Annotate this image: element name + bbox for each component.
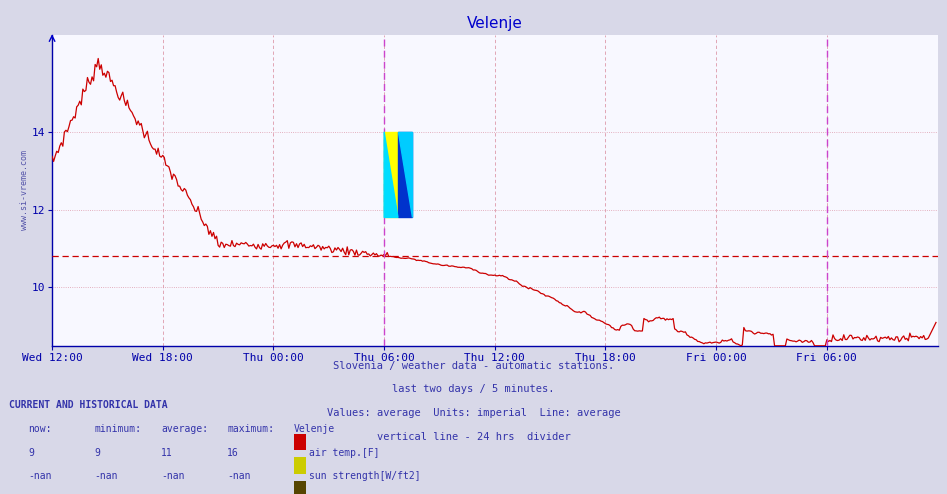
Text: average:: average:	[161, 424, 208, 434]
Text: minimum:: minimum:	[95, 424, 142, 434]
Text: air temp.[F]: air temp.[F]	[309, 448, 379, 457]
Polygon shape	[398, 132, 412, 217]
Text: -nan: -nan	[161, 471, 185, 481]
Y-axis label: www.si-vreme.com: www.si-vreme.com	[20, 150, 28, 230]
Text: 9: 9	[95, 448, 100, 457]
Polygon shape	[384, 132, 398, 217]
Text: Velenje: Velenje	[294, 424, 334, 434]
Text: -nan: -nan	[95, 471, 118, 481]
Bar	[398, 132, 412, 217]
Text: -nan: -nan	[227, 471, 251, 481]
Text: 9: 9	[28, 448, 34, 457]
Bar	[384, 132, 398, 217]
Text: maximum:: maximum:	[227, 424, 275, 434]
Text: Slovenia / weather data - automatic stations.: Slovenia / weather data - automatic stat…	[333, 361, 614, 370]
Text: 16: 16	[227, 448, 239, 457]
Title: Velenje: Velenje	[467, 16, 523, 31]
Text: -nan: -nan	[28, 471, 52, 481]
Text: vertical line - 24 hrs  divider: vertical line - 24 hrs divider	[377, 432, 570, 442]
Text: last two days / 5 minutes.: last two days / 5 minutes.	[392, 384, 555, 394]
Text: Values: average  Units: imperial  Line: average: Values: average Units: imperial Line: av…	[327, 408, 620, 418]
Text: 11: 11	[161, 448, 172, 457]
Text: CURRENT AND HISTORICAL DATA: CURRENT AND HISTORICAL DATA	[9, 400, 169, 410]
Text: sun strength[W/ft2]: sun strength[W/ft2]	[309, 471, 420, 481]
Text: now:: now:	[28, 424, 52, 434]
